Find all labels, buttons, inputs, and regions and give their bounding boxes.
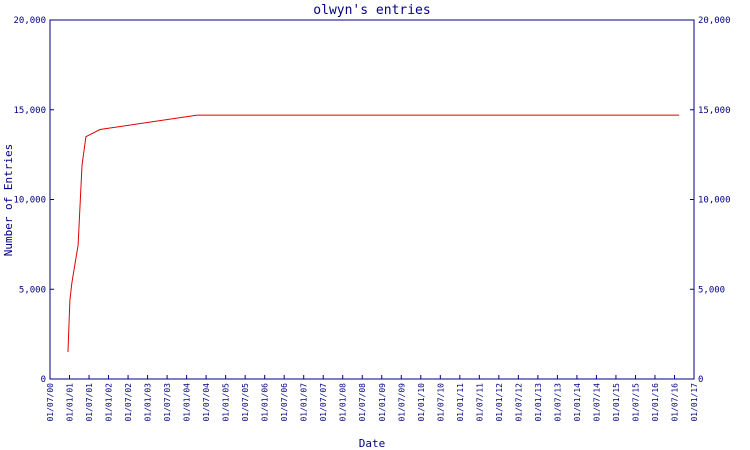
y-tick-label: 20,000	[13, 16, 46, 26]
y-tick-label: 0	[41, 375, 46, 385]
x-tick-label: 01/01/03	[144, 383, 153, 422]
x-tick-label: 01/01/17	[690, 383, 699, 422]
x-tick-label: 01/07/07	[319, 383, 328, 422]
x-tick-label: 01/07/08	[358, 383, 367, 422]
chart-title: olwyn's entries	[313, 3, 430, 18]
y2-tick-label: 15,000	[698, 106, 731, 116]
x-tick-label: 01/07/15	[631, 383, 640, 422]
x-tick-label: 01/07/14	[592, 383, 601, 422]
y2-tick-label: 5,000	[698, 285, 725, 295]
y-tick-label: 5,000	[19, 285, 46, 295]
x-tick-label: 01/07/13	[553, 383, 562, 422]
x-tick-label: 01/01/06	[261, 383, 270, 422]
x-tick-label: 01/01/09	[378, 383, 387, 422]
y-axis-label: Number of Entries	[2, 144, 15, 257]
data-line	[67, 114, 680, 353]
x-tick-label: 01/01/02	[105, 383, 114, 422]
x-tick-label: 01/01/12	[495, 383, 504, 422]
x-tick-label: 01/01/07	[300, 383, 309, 422]
x-tick-label: 01/01/15	[612, 383, 621, 422]
x-tick-label: 01/01/14	[573, 383, 582, 422]
x-tick-label: 01/07/04	[202, 383, 211, 422]
x-tick-label: 01/07/06	[280, 383, 289, 422]
x-tick-label: 01/01/11	[456, 383, 465, 422]
plot-frame	[49, 19, 695, 380]
x-tick-label: 01/01/10	[417, 383, 426, 422]
x-tick-label: 01/01/13	[534, 383, 543, 422]
y-tick-label: 15,000	[13, 106, 46, 116]
x-tick-label: 01/07/00	[46, 383, 55, 422]
x-tick-label: 01/07/09	[397, 383, 406, 422]
y2-tick-label: 10,000	[698, 196, 731, 206]
x-tick-label: 01/07/10	[436, 383, 445, 422]
x-tick-label: 01/01/01	[66, 383, 75, 422]
x-tick-label: 01/07/03	[163, 383, 172, 422]
y-tick-label: 10,000	[13, 196, 46, 206]
x-tick-label: 01/07/12	[514, 383, 523, 422]
x-tick-label: 01/07/11	[475, 383, 484, 422]
x-tick-label: 01/01/08	[339, 383, 348, 422]
y2-tick-label: 20,000	[698, 16, 731, 26]
x-tick-label: 01/07/02	[124, 383, 133, 422]
x-tick-label: 01/01/05	[222, 383, 231, 422]
y2-tick-label: 0	[698, 375, 703, 385]
x-tick-label: 01/07/05	[241, 383, 250, 422]
x-tick-label: 01/01/16	[651, 383, 660, 422]
x-tick-label: 01/07/01	[85, 383, 94, 422]
x-tick-label: 01/07/16	[670, 383, 679, 422]
x-tick-label: 01/01/04	[183, 383, 192, 422]
x-axis-label: Date	[359, 437, 386, 450]
